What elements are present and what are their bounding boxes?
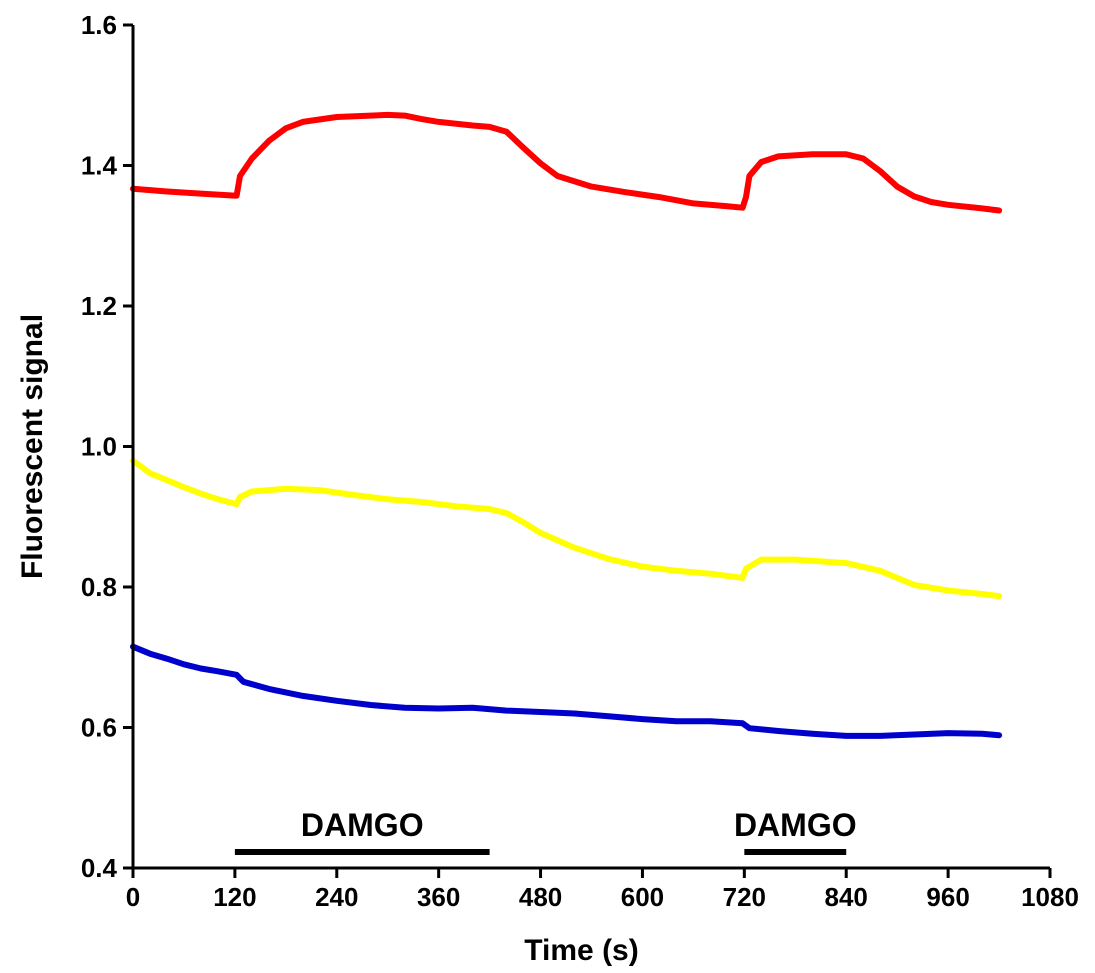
y-tick-label: 1.4 bbox=[81, 151, 118, 181]
series-line-1 bbox=[130, 111, 1003, 214]
ticks-layer: 0 120 240 360 480 600 720 840 960 1080 0.4 0.6 0.8 1.… bbox=[81, 10, 1079, 912]
x-tick-label: 480 bbox=[519, 882, 562, 912]
y-tick-label: 0.6 bbox=[81, 713, 117, 743]
treatment-label-2: DAMGO bbox=[734, 807, 857, 843]
x-axis-title: Time (s) bbox=[524, 934, 638, 967]
x-tick-label: 960 bbox=[926, 882, 969, 912]
x-tick-label: 840 bbox=[825, 882, 868, 912]
x-tick-label: 240 bbox=[315, 882, 358, 912]
series-layer bbox=[130, 111, 1003, 739]
y-tick-label: 1.6 bbox=[81, 10, 117, 40]
y-tick-label: 0.4 bbox=[81, 853, 118, 883]
y-axis-title: Fluorescent signal bbox=[16, 314, 49, 579]
annotation-layer: DAMGO DAMGO bbox=[234, 807, 857, 855]
treatment-label-1: DAMGO bbox=[301, 807, 424, 843]
x-tick-label: 600 bbox=[621, 882, 664, 912]
x-tick-label: 0 bbox=[126, 882, 140, 912]
y-tick-label: 0.8 bbox=[81, 572, 117, 602]
x-tick-label: 1080 bbox=[1021, 882, 1079, 912]
x-tick-label: 360 bbox=[417, 882, 460, 912]
axes-layer bbox=[131, 25, 1050, 870]
y-tick-label: 1.0 bbox=[81, 432, 117, 462]
x-tick-label: 720 bbox=[723, 882, 766, 912]
y-tick-label: 1.2 bbox=[81, 291, 117, 321]
series-line-3 bbox=[130, 643, 1003, 739]
series-line-2 bbox=[130, 457, 1003, 600]
x-tick-label: 120 bbox=[213, 882, 256, 912]
